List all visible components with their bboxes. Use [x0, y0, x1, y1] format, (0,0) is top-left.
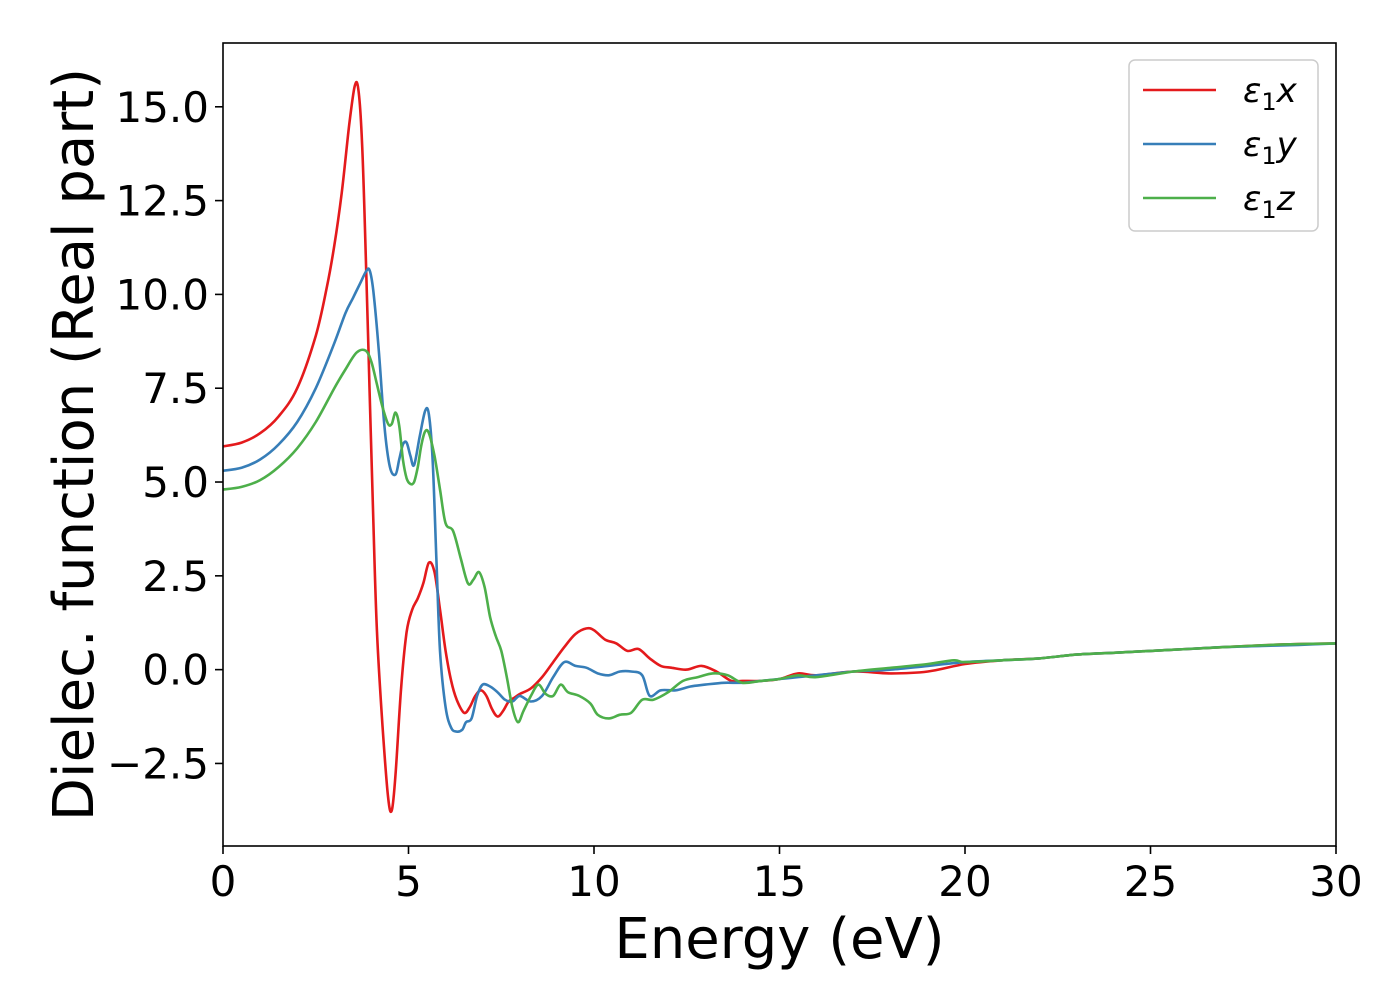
- legend-label-1: ε1x: [1243, 71, 1298, 116]
- y-tick-label: 7.5: [142, 364, 209, 413]
- x-tick-label: 15: [753, 857, 806, 906]
- legend-label-tail: x: [1276, 71, 1298, 111]
- x-tick-label: 30: [1309, 857, 1362, 906]
- y-axis-ticks: −2.5 0.0 2.5 5.0 7.5 10.0 12.5 15.0: [107, 83, 223, 788]
- y-tick-label: 5.0: [142, 458, 209, 507]
- x-tick-label: 20: [938, 857, 991, 906]
- legend-label-base: ε: [1243, 125, 1261, 165]
- y-tick-label: 10.0: [115, 270, 209, 319]
- y-tick-label: −2.5: [107, 739, 209, 788]
- x-tick-label: 0: [210, 857, 237, 906]
- legend-label-3: ε1z: [1243, 179, 1296, 224]
- y-tick-label: 0.0: [142, 646, 209, 695]
- y-tick-label: 12.5: [115, 177, 209, 226]
- legend-label-tail: z: [1276, 179, 1296, 219]
- legend-label-subscript: 1: [1261, 196, 1276, 224]
- y-axis-title: Dielec. function (Real part): [42, 68, 107, 821]
- x-tick-label: 5: [395, 857, 422, 906]
- legend-label-tail: y: [1276, 125, 1298, 165]
- series-line-2: [223, 267, 1336, 733]
- x-axis-title: Energy (eV): [614, 907, 944, 972]
- legend-label-subscript: 1: [1261, 142, 1276, 170]
- x-tick-label: 10: [567, 857, 620, 906]
- x-axis-ticks: 0 5 10 15 20 25 30: [210, 846, 1363, 906]
- legend-label-base: ε: [1243, 179, 1261, 219]
- y-tick-label: 15.0: [115, 83, 209, 132]
- series-layer: [223, 80, 1336, 814]
- legend-box: [1128, 59, 1319, 232]
- series-line-3: [223, 348, 1336, 724]
- y-tick-label: 2.5: [142, 552, 209, 601]
- legend-label-base: ε: [1243, 71, 1261, 111]
- legend-label-subscript: 1: [1261, 88, 1276, 116]
- legend-label-2: ε1y: [1243, 125, 1298, 170]
- x-tick-label: 25: [1124, 857, 1177, 906]
